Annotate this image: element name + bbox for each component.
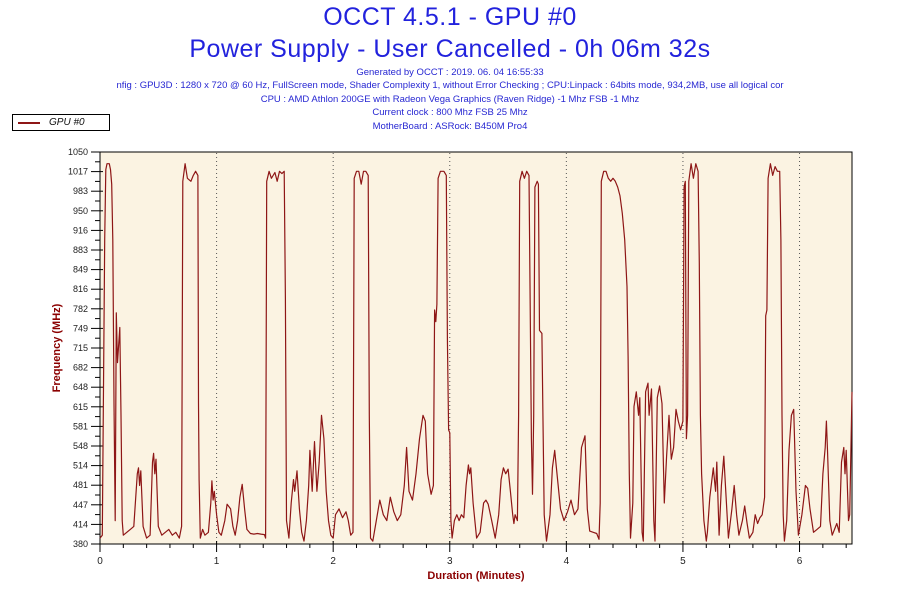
y-tick-label: 615 [73,402,88,412]
report-info-block: Generated by OCCT : 2019. 06. 04 16:55:3… [0,66,900,133]
y-tick-label: 715 [73,343,88,353]
x-tick-label: 5 [680,556,686,567]
y-tick-label: 414 [73,519,88,529]
y-axis-title: Frequency (MHz) [51,303,63,393]
y-tick-label: 648 [73,382,88,392]
series-line-gpu0 [99,163,853,542]
config-line: nfig : GPU3D : 1280 x 720 @ 60 Hz, FullS… [116,80,784,92]
page-title: OCCT 4.5.1 - GPU #0 [323,3,577,31]
legend-label: GPU #0 [49,117,85,128]
plot-area [100,152,852,544]
y-tick-label: 950 [73,206,88,216]
clock-line: Current clock : 800 Mhz FSB 25 Mhz [372,107,528,119]
y-tick-label: 514 [73,461,88,471]
y-tick-label: 849 [73,265,88,275]
page-subtitle: Power Supply - User Cancelled - 0h 06m 3… [189,35,711,63]
y-tick-label: 548 [73,441,88,451]
legend-box: GPU #0 [12,114,110,131]
plot-border [99,151,853,545]
y-tick-label: 481 [73,480,88,490]
x-axis-title: Duration (Minutes) [427,570,525,582]
motherboard-line: MotherBoard : ASRock: B450M Pro4 [372,120,528,132]
y-tick-label: 581 [73,421,88,431]
x-tick-label: 1 [214,556,220,567]
x-tick-label: 4 [564,556,570,567]
y-tick-label: 983 [73,186,88,196]
x-tick-label: 2 [330,556,336,567]
y-tick-label: 749 [73,323,88,333]
y-tick-label: 816 [73,284,88,294]
y-tick-label: 1017 [68,167,88,177]
y-tick-label: 447 [73,500,88,510]
y-tick-label: 682 [73,363,88,373]
x-tick-label: 0 [97,556,103,567]
y-tick-label: 1050 [68,147,88,157]
y-tick-label: 916 [73,225,88,235]
legend-line-swatch [18,121,40,124]
cpu-line: CPU : AMD Athlon 200GE with Radeon Vega … [260,93,640,105]
y-tick-label: 380 [73,539,88,549]
x-tick-label: 6 [797,556,803,567]
x-tick-label: 3 [447,556,453,567]
generated-line: Generated by OCCT : 2019. 06. 04 16:55:3… [356,67,544,78]
y-tick-label: 883 [73,245,88,255]
y-tick-label: 782 [73,304,88,314]
